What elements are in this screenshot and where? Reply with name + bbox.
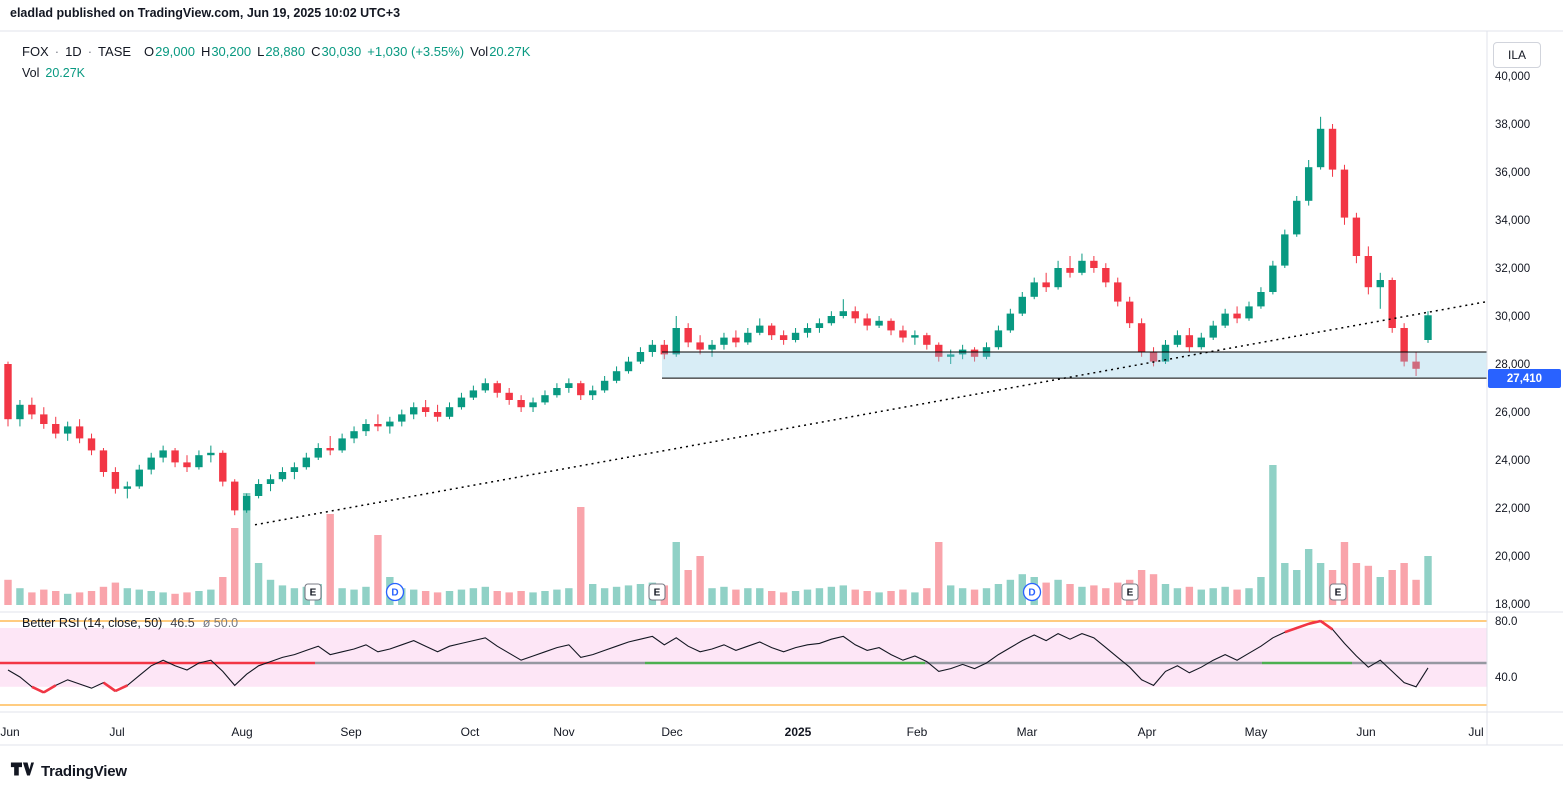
svg-text:Apr: Apr: [1138, 725, 1157, 739]
event-marker-D[interactable]: D: [1022, 582, 1042, 602]
svg-text:32,000: 32,000: [1495, 263, 1530, 275]
low-label: L: [257, 44, 265, 59]
svg-text:E: E: [1335, 588, 1342, 599]
svg-text:Mar: Mar: [1017, 725, 1038, 739]
svg-text:28,000: 28,000: [1495, 359, 1530, 371]
high-value: 30,200: [211, 44, 252, 59]
legend-separator: ·: [54, 44, 60, 59]
open-label: O: [144, 44, 155, 59]
rsi-band: [0, 620, 1487, 706]
time-axis[interactable]: Jun Jul Aug Sep Oct Nov Dec 2025 Feb Mar Apr May Jun…: [0, 725, 1483, 739]
currency-unit-button[interactable]: ILA: [1493, 42, 1541, 68]
volume-legend[interactable]: Vol 20.27K: [22, 66, 85, 80]
tradingview-wordmark: TradingView: [41, 763, 127, 780]
event-marker-E[interactable]: E: [1329, 583, 1347, 601]
volume-series: [4, 465, 1432, 605]
publish-header: eladlad published on TradingView.com, Ju…: [10, 6, 401, 20]
symbol-name[interactable]: FOX: [22, 44, 49, 59]
svg-text:34,000: 34,000: [1495, 215, 1530, 227]
svg-text:18,000: 18,000: [1495, 599, 1530, 611]
volume-indicator-label: Vol: [22, 66, 40, 80]
svg-text:20,000: 20,000: [1495, 551, 1530, 563]
event-marker-D[interactable]: D: [385, 582, 405, 602]
svg-text:30,000: 30,000: [1495, 311, 1530, 323]
svg-text:36,000: 36,000: [1495, 167, 1530, 179]
rsi-indicator-legend[interactable]: Better RSI (14, close, 50) 46.5 ø 50.0: [22, 616, 238, 630]
close-value: 30,030: [321, 44, 362, 59]
svg-text:Aug: Aug: [231, 725, 252, 739]
event-marker-E[interactable]: E: [1121, 583, 1139, 601]
svg-text:Jul: Jul: [109, 725, 124, 739]
event-marker-E[interactable]: E: [304, 583, 322, 601]
svg-text:Oct: Oct: [461, 725, 480, 739]
tradingview-logo-icon: [10, 758, 34, 785]
volume-indicator-value: 20.27K: [45, 66, 86, 80]
candlestick-series: [4, 116, 1432, 516]
svg-text:Sep: Sep: [340, 725, 362, 739]
volume-label: Vol: [470, 44, 489, 59]
svg-text:Jun: Jun: [0, 725, 19, 739]
symbol-legend: FOX · 1D · TASE O29,000 H30,200 L28,880 …: [22, 44, 530, 59]
high-label: H: [200, 44, 211, 59]
event-marker-E[interactable]: E: [648, 583, 666, 601]
svg-text:40.0: 40.0: [1495, 672, 1517, 684]
exchange-label[interactable]: TASE: [98, 44, 132, 59]
svg-text:D: D: [391, 588, 398, 599]
svg-text:May: May: [1245, 725, 1268, 739]
svg-text:Nov: Nov: [553, 725, 574, 739]
interval-label[interactable]: 1D: [65, 44, 82, 59]
volume-value: 20.27K: [489, 44, 531, 59]
svg-text:Feb: Feb: [907, 725, 928, 739]
svg-text:22,000: 22,000: [1495, 503, 1530, 515]
svg-text:E: E: [1127, 588, 1134, 599]
svg-text:Jul: Jul: [1468, 725, 1483, 739]
rsi-value: 46.5: [170, 616, 195, 630]
rsi-line: [7, 619, 1429, 694]
price-axis[interactable]: 40,000 38,000 36,000 34,000 32,000 30,000 28,0…: [1495, 71, 1530, 611]
svg-text:Jun: Jun: [1356, 725, 1375, 739]
svg-text:26,000: 26,000: [1495, 407, 1530, 419]
chart-frame: [0, 30, 1563, 746]
legend-separator: ·: [87, 44, 93, 59]
svg-text:D: D: [1028, 588, 1035, 599]
svg-text:40,000: 40,000: [1495, 71, 1530, 83]
svg-text:24,000: 24,000: [1495, 455, 1530, 467]
close-label: C: [311, 44, 321, 59]
svg-text:Dec: Dec: [661, 725, 682, 739]
svg-text:E: E: [310, 588, 317, 599]
rsi-average: ø 50.0: [202, 616, 239, 630]
rsi-title[interactable]: Better RSI (14, close, 50): [22, 616, 163, 630]
svg-text:2025: 2025: [785, 725, 812, 739]
svg-text:38,000: 38,000: [1495, 119, 1530, 131]
support-zone[interactable]: [662, 351, 1487, 379]
ohlc-values: O29,000 H30,200 L28,880 C30,030 +1,030 (…: [144, 44, 530, 59]
svg-text:80.0: 80.0: [1495, 616, 1517, 628]
open-value: 29,000: [155, 44, 195, 59]
low-value: 28,880: [265, 44, 306, 59]
change-value: +1,030 (+3.55%): [367, 44, 465, 59]
tradingview-branding[interactable]: TradingView: [10, 758, 127, 785]
rsi-axis[interactable]: 80.0 40.0: [1495, 616, 1517, 684]
svg-text:E: E: [654, 588, 661, 599]
price-level-tag[interactable]: 27,410: [1488, 369, 1561, 388]
